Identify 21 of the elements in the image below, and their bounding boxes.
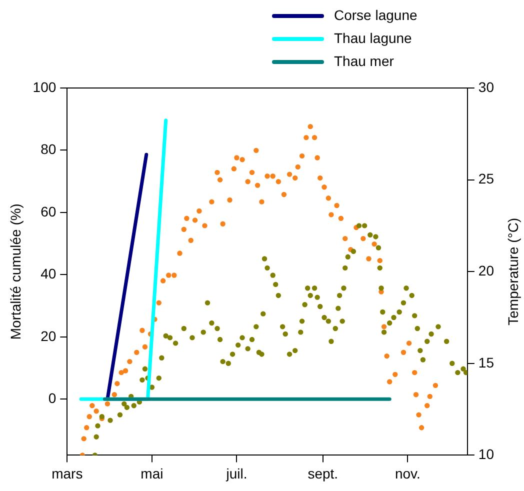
x-tick-label: mai (140, 465, 164, 482)
legend-label: Corse lagune (334, 6, 418, 25)
y2-axis-title: Temperature (°C) (504, 218, 521, 326)
x-tick-label: juil. (225, 465, 248, 482)
y-tick-label: 100 (32, 78, 56, 95)
y2-tick-label: 25 (478, 170, 494, 187)
y-axis-title: Mortalité cumulée (%) (7, 204, 24, 340)
y2-tick-label: 10 (478, 446, 494, 462)
x-tick-label: mars (52, 465, 83, 482)
x-tick-label: sept. (308, 465, 338, 482)
legend-label: Thau mer (334, 52, 394, 71)
y-tick-label: 20 (40, 328, 56, 344)
legend-label: Thau lagune (334, 29, 412, 48)
y2-tick-label: 15 (478, 354, 494, 370)
y-tick-label: 0 (48, 390, 56, 406)
y2-tick-label: 30 (478, 78, 494, 95)
y-tick-label: 40 (40, 266, 56, 282)
y-tick-label: 60 (40, 203, 56, 220)
y-tick-label: 80 (40, 141, 56, 158)
x-tick-label: nov. (394, 465, 420, 482)
y2-tick-label: 20 (478, 262, 494, 278)
